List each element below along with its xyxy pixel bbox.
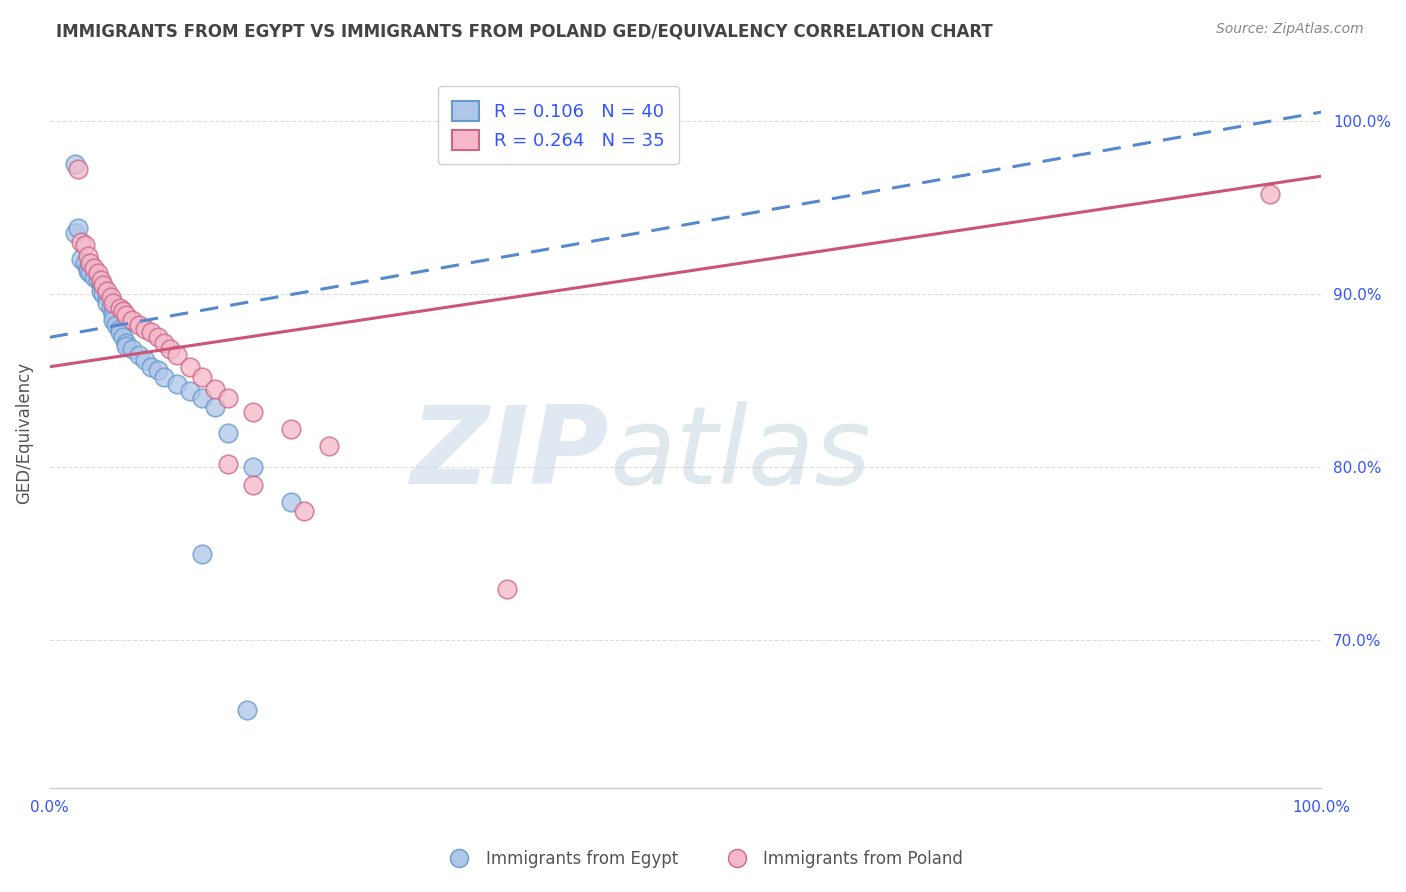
Point bbox=[89, 284, 111, 298]
Point bbox=[112, 330, 135, 344]
Point bbox=[70, 235, 93, 249]
Point bbox=[89, 278, 111, 293]
Point bbox=[76, 249, 98, 263]
Point bbox=[79, 256, 101, 270]
Point bbox=[115, 339, 138, 353]
Point bbox=[179, 384, 201, 398]
Point bbox=[166, 348, 188, 362]
Point bbox=[75, 238, 97, 252]
Point bbox=[134, 321, 156, 335]
Point bbox=[63, 157, 86, 171]
Point bbox=[242, 477, 264, 491]
Point bbox=[75, 256, 97, 270]
Point bbox=[146, 330, 169, 344]
Point bbox=[76, 260, 98, 275]
Point bbox=[146, 363, 169, 377]
Point bbox=[217, 457, 239, 471]
Point bbox=[280, 422, 302, 436]
Point bbox=[83, 260, 105, 275]
Point bbox=[217, 425, 239, 440]
Text: atlas: atlas bbox=[609, 401, 870, 507]
Point bbox=[66, 162, 89, 177]
Point bbox=[83, 269, 105, 284]
Point bbox=[134, 352, 156, 367]
Point bbox=[112, 304, 135, 318]
Point bbox=[108, 301, 131, 315]
Point bbox=[89, 273, 111, 287]
Point bbox=[141, 359, 163, 374]
Point bbox=[217, 391, 239, 405]
Point bbox=[91, 287, 114, 301]
Point bbox=[76, 264, 98, 278]
Point bbox=[63, 227, 86, 241]
Point bbox=[103, 313, 125, 327]
Point bbox=[153, 335, 176, 350]
Point bbox=[318, 440, 340, 454]
Point bbox=[108, 321, 131, 335]
Point bbox=[108, 325, 131, 339]
Point bbox=[191, 391, 214, 405]
Point bbox=[242, 460, 264, 475]
Point bbox=[204, 400, 226, 414]
Legend: Immigrants from Egypt, Immigrants from Poland: Immigrants from Egypt, Immigrants from P… bbox=[436, 844, 970, 875]
Point bbox=[166, 377, 188, 392]
Y-axis label: GED/Equivalency: GED/Equivalency bbox=[15, 361, 32, 504]
Point bbox=[96, 284, 118, 298]
Legend: R = 0.106   N = 40, R = 0.264   N = 35: R = 0.106 N = 40, R = 0.264 N = 35 bbox=[437, 87, 679, 164]
Point bbox=[96, 290, 118, 304]
Point bbox=[103, 304, 125, 318]
Point bbox=[159, 343, 181, 357]
Point bbox=[141, 325, 163, 339]
Point bbox=[87, 266, 110, 280]
Point bbox=[66, 221, 89, 235]
Point bbox=[191, 370, 214, 384]
Point bbox=[121, 343, 143, 357]
Point bbox=[204, 382, 226, 396]
Point bbox=[496, 582, 519, 596]
Point bbox=[104, 318, 127, 333]
Point bbox=[153, 370, 176, 384]
Point bbox=[236, 703, 259, 717]
Point bbox=[179, 359, 201, 374]
Point bbox=[87, 273, 110, 287]
Point bbox=[70, 252, 93, 267]
Point bbox=[91, 278, 114, 293]
Point bbox=[280, 495, 302, 509]
Point bbox=[121, 313, 143, 327]
Point bbox=[100, 290, 122, 304]
Point bbox=[128, 348, 150, 362]
Point bbox=[191, 547, 214, 561]
Point bbox=[1260, 186, 1282, 201]
Point bbox=[103, 308, 125, 322]
Point bbox=[100, 301, 122, 315]
Point bbox=[242, 405, 264, 419]
Text: ZIP: ZIP bbox=[411, 401, 609, 507]
Point bbox=[115, 335, 138, 350]
Point bbox=[79, 266, 101, 280]
Point bbox=[128, 318, 150, 333]
Point bbox=[103, 295, 125, 310]
Point bbox=[96, 295, 118, 310]
Text: IMMIGRANTS FROM EGYPT VS IMMIGRANTS FROM POLAND GED/EQUIVALENCY CORRELATION CHAR: IMMIGRANTS FROM EGYPT VS IMMIGRANTS FROM… bbox=[56, 22, 993, 40]
Text: Source: ZipAtlas.com: Source: ZipAtlas.com bbox=[1216, 22, 1364, 37]
Point bbox=[115, 308, 138, 322]
Point bbox=[292, 503, 315, 517]
